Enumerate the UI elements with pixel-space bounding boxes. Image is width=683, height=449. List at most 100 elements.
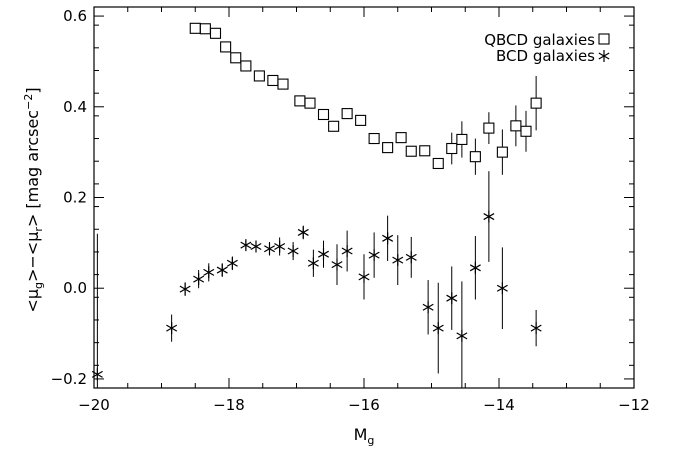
qbcd-point [419,145,431,157]
y-axis-label: <μg>−<μr> [mag arcsec−2] [22,87,45,312]
qbcd-point [209,27,222,39]
qbcd-point [432,157,444,170]
bcd-point [193,273,205,286]
qbcd-point [395,132,407,144]
y-tick-label: 0.2 [63,189,87,207]
asterisk-stroke [240,241,252,249]
qbcd-point [304,97,316,109]
x-tick-label: −12 [618,396,650,414]
asterisk-stroke [368,251,380,259]
bcd-point [318,248,329,261]
asterisk-stroke [179,285,191,293]
qbcd-point [328,120,340,132]
qbcd-point [456,133,468,145]
x-axis-label: Mg [354,425,375,447]
legend-asterisk-glyph [598,50,610,62]
qbcd-point [405,145,417,157]
bcd-point [203,266,215,279]
qbcd-point [294,95,306,107]
asterisk-stroke [530,324,542,332]
bcd-point [496,282,508,295]
y-tick-label: 0.6 [63,7,87,25]
y-tick-label: 0.0 [63,279,87,297]
asterisk-stroke [250,242,262,251]
asterisk-stroke [318,250,329,258]
bcd-point [368,249,380,262]
qbcd-point [355,114,367,126]
qbcd-point [220,41,232,53]
bcd-point [392,254,404,267]
qbcd-point [267,74,279,87]
asterisk-stroke [446,294,458,302]
x-tick-label: −14 [483,396,515,414]
bcd-point [297,226,309,239]
axis-ticks [93,7,635,389]
asterisk-stroke [432,324,444,332]
bcd-point [287,245,299,258]
qbcd-point [317,108,330,121]
x-tick-label: −18 [213,396,245,414]
asterisk-stroke [405,253,417,261]
asterisk-stroke [331,261,343,269]
bcd-point [483,210,495,223]
legend-label-bcd: BCD galaxies [496,47,595,65]
qbcd-point [368,132,380,145]
legend-label-qbcd: QBCD galaxies [484,31,595,49]
asterisk-stroke [297,228,309,236]
bcd-point [264,242,275,255]
bcd-point [166,322,178,335]
asterisk-stroke [203,268,215,276]
legend-square-marker [598,33,610,45]
qbcd-point [382,142,394,154]
qbcd-point [510,120,522,132]
bcd-point [382,232,394,245]
bcd-point [274,240,286,253]
asterisk-stroke [392,256,404,264]
asterisk-stroke [287,247,299,255]
qbcd-point [483,122,495,134]
qbcd-point [341,108,353,120]
qbcd-point [496,146,508,158]
asterisk-stroke [456,332,468,340]
qbcd-point [446,142,458,155]
asterisk-stroke [226,259,238,267]
bcd-point [91,368,103,381]
bcd-point [446,292,458,305]
bcd-point [226,257,238,270]
bcd-point [405,251,417,264]
bcd-point [240,239,252,252]
asterisk-stroke [274,242,286,251]
qbcd-point [530,97,542,109]
asterisk-stroke [382,234,394,242]
asterisk-stroke [264,245,275,253]
x-tick-label: −16 [348,396,380,414]
legend-asterisk-marker [598,50,610,62]
qbcd-point [199,23,211,35]
bcd-point [358,270,370,283]
asterisk-stroke [166,324,178,332]
qbcd-point [469,151,481,163]
bcd-point [469,261,481,274]
asterisk-stroke [483,213,495,221]
qbcd-point [240,60,252,72]
bcd-point [307,257,319,270]
bcd-point [216,264,228,277]
legend: QBCD galaxies BCD galaxies [484,31,610,65]
y-tick-label: 0.4 [63,98,87,116]
axis-tick-labels: −20 −18 −16 −14 −12 −0.2 0.0 0.2 0.4 0.6 [51,7,650,414]
asterisk-stroke [422,303,434,311]
y-tick-label: −0.2 [51,370,87,388]
asterisk-stroke [358,273,370,281]
asterisk-stroke [469,264,481,272]
bcd-point [432,322,444,335]
asterisk-stroke [496,284,508,292]
asterisk-stroke [598,52,610,60]
qbcd-point [189,22,201,34]
asterisk-stroke [216,266,228,274]
bcd-point [250,240,262,253]
data-markers [91,22,542,381]
bcd-point [422,301,434,314]
bcd-point [179,283,191,296]
error-bars [96,75,537,388]
